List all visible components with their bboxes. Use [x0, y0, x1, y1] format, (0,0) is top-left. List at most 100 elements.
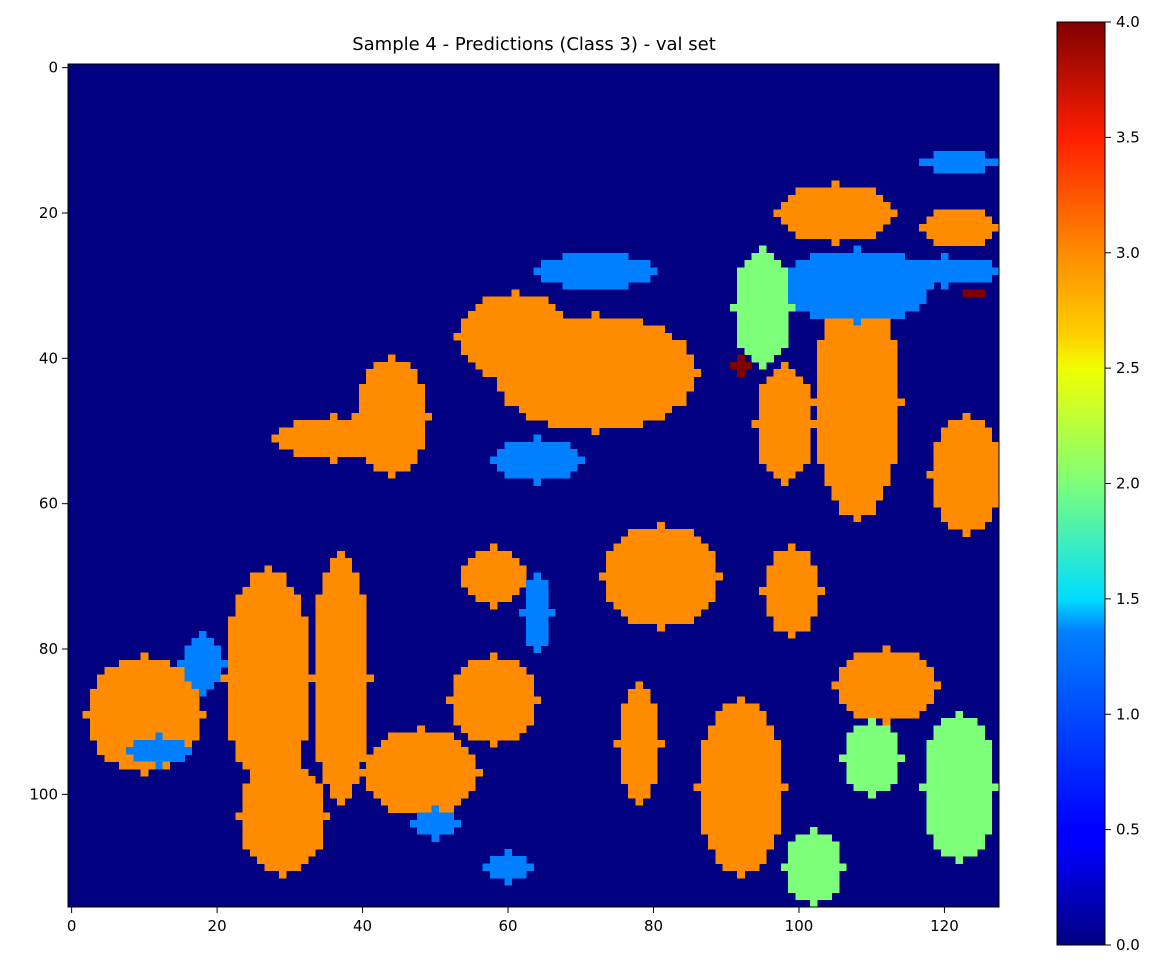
- heatmap-cell: [89, 696, 200, 704]
- heatmap-cell: [853, 725, 891, 733]
- y-tick-label: 0: [48, 59, 58, 77]
- heatmap-cell: [315, 696, 367, 704]
- heatmap-cell: [453, 710, 534, 719]
- heatmap-cell: [933, 732, 985, 741]
- heatmap-cell: [249, 579, 287, 588]
- heatmap-cell: [460, 347, 687, 356]
- heatmap-cell: [955, 710, 964, 719]
- heatmap-cell: [453, 718, 534, 726]
- y-tick-label: 20: [39, 204, 58, 222]
- heatmap-cell: [409, 819, 462, 828]
- heatmap-cell: [766, 463, 804, 472]
- heatmap-cell: [388, 470, 396, 479]
- heatmap-cell: [322, 761, 360, 770]
- heatmap-cell: [628, 616, 694, 624]
- heatmap-cell: [366, 369, 418, 377]
- heatmap-cell: [431, 834, 440, 842]
- heatmap-cell: [315, 667, 367, 675]
- heatmap-cell: [366, 376, 418, 385]
- heatmap-cell: [431, 805, 440, 813]
- heatmap-cell: [489, 739, 498, 748]
- heatmap-cell: [271, 434, 425, 443]
- heatmap-cell: [868, 718, 876, 726]
- heatmap-cell: [315, 638, 367, 646]
- heatmap-cell: [758, 449, 811, 457]
- heatmap-cell: [191, 681, 214, 690]
- heatmap-cell: [228, 688, 309, 697]
- heatmap-cell: [700, 747, 782, 755]
- heatmap-cell: [817, 369, 898, 377]
- heatmap-cell: [737, 289, 789, 297]
- heatmap-cell: [628, 783, 651, 792]
- x-tick-label: 100: [785, 917, 814, 935]
- heatmap-cell: [620, 768, 658, 777]
- heatmap-cell: [708, 732, 774, 741]
- colorbar-tick-label: 2.0: [1116, 475, 1140, 493]
- heatmap-cell: [606, 587, 716, 595]
- heatmap-cell: [526, 594, 549, 603]
- heatmap-cell: [242, 797, 323, 806]
- heatmap-cell: [468, 558, 520, 566]
- heatmap-cell: [533, 645, 542, 654]
- heatmap-cell: [155, 761, 163, 770]
- heatmap-cell: [846, 732, 898, 741]
- heatmap-cell: [766, 572, 818, 581]
- heatmap-cell: [315, 609, 367, 617]
- heatmap-cell: [700, 754, 782, 763]
- heatmap-cell: [788, 870, 840, 879]
- heatmap-cell: [766, 601, 818, 610]
- heatmap-cell: [315, 703, 367, 712]
- heatmap-cell: [737, 870, 745, 879]
- heatmap-cell: [606, 550, 716, 559]
- heatmap-cell: [358, 383, 425, 392]
- heatmap-cell: [933, 441, 1000, 450]
- heatmap-cell: [606, 565, 716, 574]
- heatmap-cell: [358, 398, 425, 406]
- heatmap-cell: [242, 761, 302, 770]
- heatmap-cell: [766, 579, 818, 588]
- heatmap-cell: [817, 391, 898, 399]
- heatmap-cell: [940, 434, 993, 443]
- heatmap-cell: [933, 725, 985, 733]
- heatmap-cell: [933, 478, 1000, 486]
- heatmap-cell: [475, 550, 513, 559]
- heatmap-cell: [846, 761, 898, 770]
- heatmap-cell: [228, 645, 309, 654]
- y-axis: 0 20 40 60 80 100: [29, 59, 68, 803]
- heatmap-cell: [926, 739, 993, 748]
- heatmap-cell: [926, 790, 993, 799]
- heatmap-cell: [373, 463, 411, 472]
- heatmap-cell: [468, 311, 563, 319]
- heatmap-cell: [380, 739, 462, 748]
- heatmap-cell: [162, 732, 200, 741]
- heatmap-cell: [926, 754, 993, 763]
- heatmap-cell: [831, 485, 884, 494]
- heatmap-cell: [155, 732, 163, 741]
- heatmap-cell: [453, 674, 534, 683]
- heatmap-cell: [758, 412, 811, 421]
- heatmap-cell: [315, 710, 367, 719]
- heatmap-cell: [700, 768, 782, 777]
- heatmap-cell: [235, 601, 302, 610]
- heatmap-cell: [329, 412, 338, 421]
- y-tick-label: 80: [39, 640, 58, 658]
- colorbar-tick-label: 0.5: [1116, 821, 1140, 839]
- heatmap-cell: [315, 754, 476, 763]
- colorbar-tick-label: 1.0: [1116, 705, 1140, 723]
- heatmap-cell: [329, 790, 353, 799]
- heatmap-cell: [628, 696, 651, 704]
- heatmap-cell: [278, 870, 287, 879]
- heatmap-cell: [235, 812, 331, 821]
- heatmap-cell: [242, 819, 323, 828]
- heatmap-cell: [846, 776, 898, 784]
- heatmap-cell: [788, 223, 884, 232]
- heatmap-cell: [853, 652, 920, 661]
- heatmap-cell: [489, 652, 498, 661]
- heatmap-cell: [264, 863, 302, 872]
- heatmap-cell: [817, 376, 898, 385]
- heatmap-cell: [788, 282, 934, 290]
- heatmap-cell: [933, 449, 1000, 457]
- heatmap-cell: [635, 797, 643, 806]
- heatmap-cell: [758, 587, 825, 595]
- heatmap-cell: [235, 754, 302, 763]
